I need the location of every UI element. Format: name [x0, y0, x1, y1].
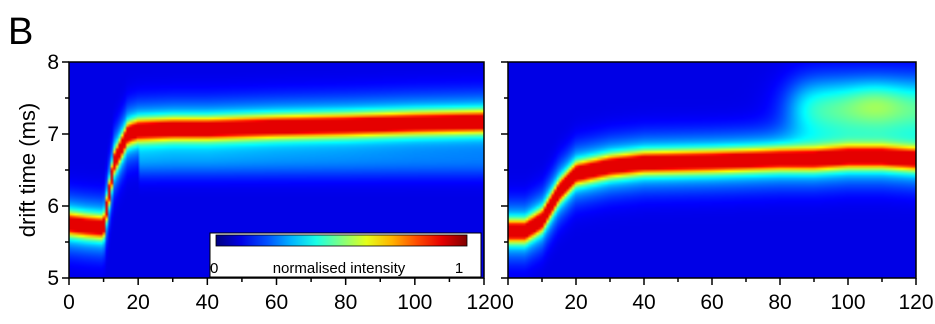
x-tick-label: 60 [700, 291, 723, 314]
x-tick-label: 120 [898, 291, 933, 314]
heatmap-right: 0 20 40 60 80 100 120 [501, 61, 934, 314]
colorbar-min-label: 0 [210, 260, 218, 277]
y-tick-label: 8 [47, 51, 59, 74]
y-tick-label: 7 [47, 123, 59, 146]
x-tick-label: 20 [126, 291, 149, 314]
x-tick-label: 40 [632, 291, 655, 314]
x-tick-label: 120 [466, 291, 501, 314]
panel-letter: B [8, 11, 33, 53]
x-tick-label: 0 [502, 291, 514, 314]
x-tick-label: 40 [196, 291, 219, 314]
x-tick-label: 20 [564, 291, 587, 314]
x-tick-label: 80 [334, 291, 357, 314]
y-axis-title: drift time (ms) [15, 103, 40, 237]
x-tick-label: 80 [768, 291, 791, 314]
y-tick-label: 6 [47, 195, 59, 218]
heatmap-image-1 [508, 62, 916, 278]
x-tick-label: 60 [265, 291, 288, 314]
colorbar-label: normalised intensity [273, 260, 406, 277]
colorbar-gradient [215, 234, 468, 247]
y-tick-label: 5 [47, 267, 59, 290]
x-tick-label: 0 [63, 291, 75, 314]
x-tick-label: 100 [830, 291, 865, 314]
colorbar-max-label: 1 [455, 260, 463, 277]
x-tick-label: 100 [397, 291, 432, 314]
colorbar: 0 normalised intensity 1 [209, 232, 482, 278]
